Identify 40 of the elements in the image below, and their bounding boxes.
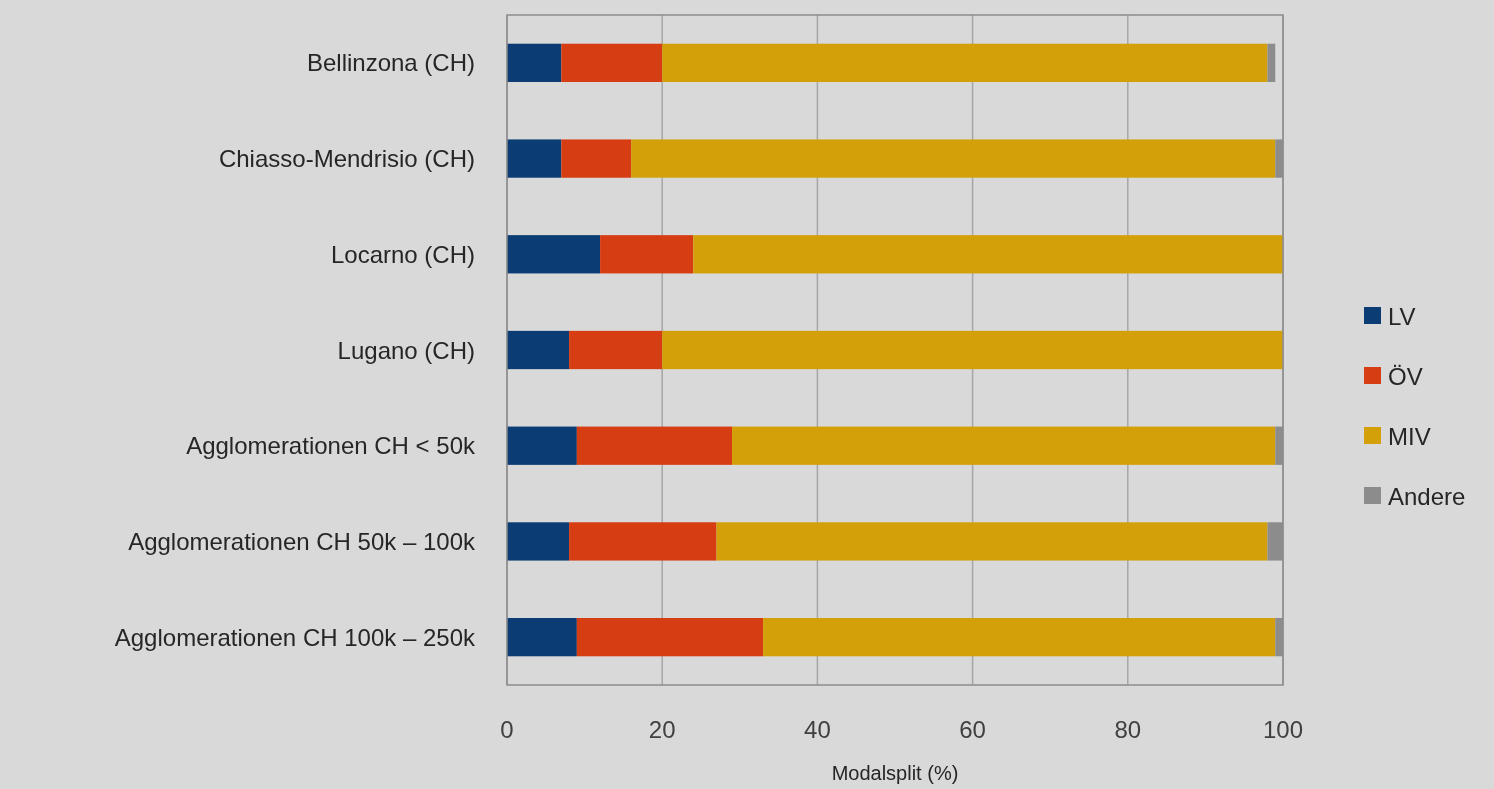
bar bbox=[561, 43, 663, 82]
bar bbox=[507, 618, 577, 657]
bar bbox=[507, 522, 570, 561]
bar bbox=[763, 618, 1276, 657]
x-tick-label: 40 bbox=[804, 716, 831, 743]
bar bbox=[561, 139, 632, 178]
bar bbox=[576, 618, 764, 657]
bar bbox=[693, 235, 1283, 274]
x-tick-label: 60 bbox=[959, 716, 986, 743]
x-axis-title: Modalsplit (%) bbox=[831, 762, 959, 784]
x-tick-label: 100 bbox=[1262, 716, 1304, 743]
bar bbox=[662, 330, 1283, 370]
bar bbox=[569, 522, 717, 561]
bar bbox=[662, 43, 1268, 82]
bar bbox=[576, 426, 733, 465]
bar bbox=[507, 235, 601, 274]
y-tick-label: Agglomerationen CH 100k – 250k bbox=[114, 623, 476, 651]
y-tick-label: Chiasso-Mendrisio (CH) bbox=[218, 145, 475, 173]
bar bbox=[732, 426, 1276, 465]
x-tick-label: 20 bbox=[648, 716, 676, 743]
bar bbox=[716, 522, 1268, 561]
bar bbox=[1267, 43, 1276, 82]
legend-label: Andere bbox=[1388, 482, 1466, 510]
y-tick-label: Bellinzona (CH) bbox=[306, 49, 475, 77]
legend-label: MIV bbox=[1388, 422, 1431, 450]
legend-label: ÖV bbox=[1388, 362, 1423, 390]
bar bbox=[507, 426, 577, 465]
bar bbox=[631, 139, 1276, 178]
bar bbox=[507, 43, 562, 82]
bar bbox=[600, 235, 694, 274]
bar bbox=[507, 139, 562, 178]
y-tick-label: Locarno (CH) bbox=[330, 240, 475, 268]
x-tick-label: 80 bbox=[1114, 716, 1142, 743]
y-tick-label: Lugano (CH) bbox=[337, 336, 475, 364]
x-tick-label: 0 bbox=[500, 716, 514, 743]
y-tick-label: Agglomerationen CH 50k – 100k bbox=[128, 527, 476, 555]
y-tick-label: Agglomerationen CH < 50k bbox=[186, 432, 476, 460]
legend-label: LV bbox=[1388, 302, 1416, 330]
bar bbox=[507, 330, 570, 370]
bar bbox=[569, 330, 663, 370]
